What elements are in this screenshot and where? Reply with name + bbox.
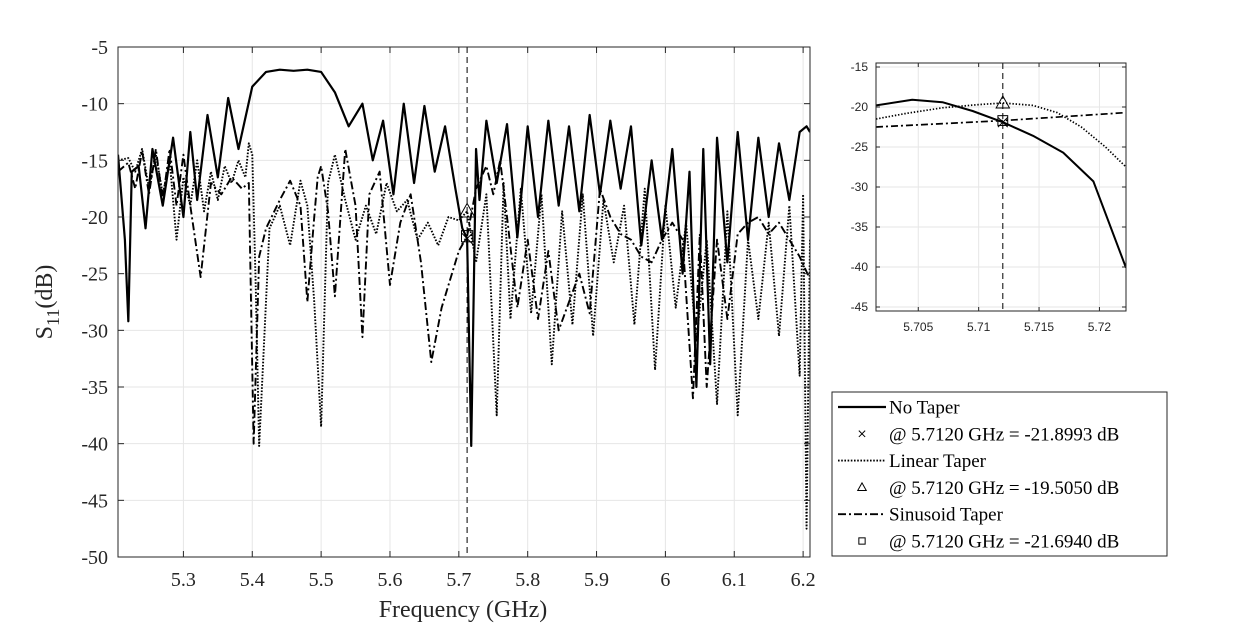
legend-label: @ 5.7120 GHz = -21.8993 dB (889, 424, 1119, 445)
legend-label: Sinusoid Taper (889, 505, 1004, 526)
legend-label: @ 5.7120 GHz = -19.5050 dB (889, 478, 1119, 499)
main-series (118, 68, 810, 530)
x-tick-label: 5.705 (903, 320, 933, 334)
x-tick-label: 6 (660, 569, 670, 591)
x-tick-label: 6.2 (791, 569, 816, 591)
y-tick-label: -25 (81, 264, 108, 286)
series-line-linear-taper (876, 102, 1126, 168)
legend-box (831, 391, 1168, 557)
legend-entry: Linear Taper (838, 451, 987, 472)
legend-label: @ 5.7120 GHz = -21.6940 dB (889, 532, 1119, 553)
inset-x-ticks: 5.705 5.71 5.715 5.72 (903, 63, 1111, 334)
y-tick-label: -15 (81, 150, 108, 172)
y-tick-label: -25 (851, 140, 869, 154)
legend-entry: Sinusoid Taper (838, 505, 1004, 526)
y-axis-label-sub: 11 (43, 309, 63, 326)
legend-label: Linear Taper (889, 451, 987, 472)
x-tick-label: 5.71 (967, 320, 991, 334)
y-axis-label-unit: (dB) (32, 265, 58, 309)
legend-swatch-marker-square (858, 537, 866, 545)
y-tick-label: -50 (81, 547, 108, 569)
x-tick-label: 5.9 (584, 569, 609, 591)
data-marker-square (997, 115, 1009, 126)
data-marker-square (460, 230, 474, 243)
y-tick-label: -35 (81, 377, 108, 399)
x-tick-label: 5.6 (377, 569, 402, 591)
y-tick-label: -30 (81, 320, 108, 342)
x-tick-label: 5.715 (1024, 320, 1054, 334)
y-tick-label: -10 (81, 94, 108, 116)
legend-entry: @ 5.7120 GHz = -21.8993 dB (858, 424, 1119, 445)
x-tick-label: 5.72 (1088, 320, 1112, 334)
series-line-linear-taper (118, 142, 810, 530)
y-tick-label: -45 (81, 490, 108, 512)
y-tick-label: -20 (81, 207, 108, 229)
data-marker-triangle (458, 202, 476, 218)
inset-grid (876, 63, 1126, 311)
y-tick-label: -15 (851, 60, 869, 74)
y-tick-label: -30 (851, 180, 869, 194)
legend-swatch-marker-triangle (856, 481, 868, 492)
inset-y-ticks: -45 -40 -35 -30 -25 -20 -15 (851, 60, 1126, 314)
legend-entry: @ 5.7120 GHz = -19.5050 dB (856, 478, 1119, 499)
series-line-sinusoid-taper (118, 148, 810, 445)
x-tick-label: 5.7 (446, 569, 471, 591)
x-tick-label: 5.5 (309, 569, 334, 591)
main-plot-frame (117, 46, 811, 558)
legend: No Taper @ 5.7120 GHz = -21.8993 dB Linear… (831, 391, 1168, 557)
inset-markers (995, 95, 1011, 128)
x-tick-label: 5.8 (515, 569, 540, 591)
main-y-ticks: -50 -45 -40 -35 -30 -25 -20 -15 -10 -5 (81, 37, 810, 569)
data-marker-triangle (995, 95, 1011, 109)
y-tick-label: -35 (851, 220, 869, 234)
x-axis-label: Frequency (GHz) (379, 597, 548, 623)
series-line-sinusoid-taper (876, 111, 1126, 128)
legend-label: No Taper (889, 398, 960, 419)
main-markers (458, 202, 476, 245)
legend-entries: No Taper @ 5.7120 GHz = -21.8993 dB Linear… (838, 398, 1119, 553)
y-tick-label: -40 (81, 434, 108, 456)
x-tick-label: 5.3 (171, 569, 196, 591)
y-axis-label: S11(dB) (32, 265, 63, 340)
y-tick-label: -20 (851, 100, 869, 114)
y-tick-label: -45 (851, 300, 869, 314)
main-x-ticks: 5.3 5.4 5.5 5.6 5.7 5.8 5.9 6 6.1 6.2 (171, 47, 816, 591)
series-line-no-taper (118, 68, 810, 448)
main-plot: 5.3 5.4 5.5 5.6 5.7 5.8 5.9 6 6.1 6.2 -50 -45 -40 -3… (32, 37, 816, 623)
y-tick-label: -5 (91, 37, 108, 59)
legend-swatch-marker-x (858, 430, 866, 438)
x-tick-label: 6.1 (722, 569, 747, 591)
legend-entry: No Taper (838, 398, 960, 419)
x-tick-label: 5.4 (240, 569, 265, 591)
y-axis-label-main: S (32, 326, 58, 339)
main-plot-area (118, 47, 810, 557)
legend-entry: @ 5.7120 GHz = -21.6940 dB (858, 532, 1119, 553)
y-tick-label: -40 (851, 260, 869, 274)
inset-plot: 5.705 5.71 5.715 5.72 -45 -40 -35 -30 -25 -20 -15 (851, 60, 1127, 334)
